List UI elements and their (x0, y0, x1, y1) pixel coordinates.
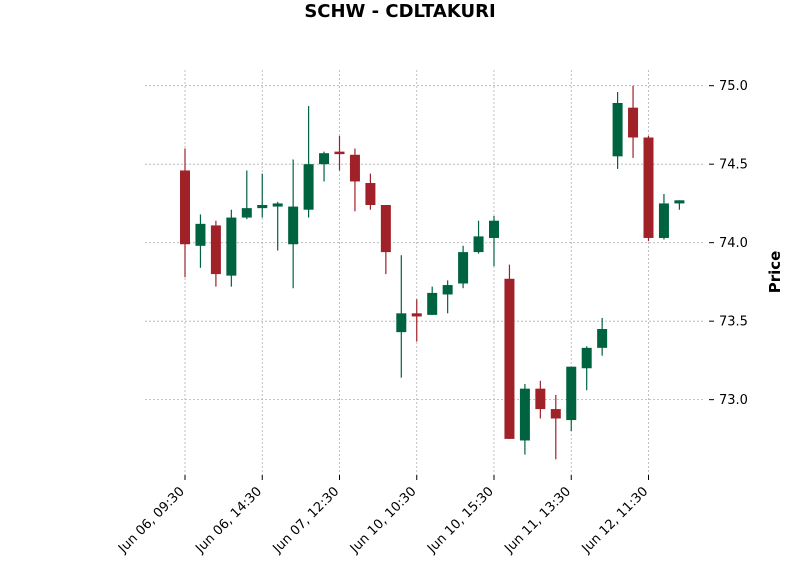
y-axis-label: Price (766, 251, 784, 294)
candle-up (396, 255, 407, 378)
candle-body (442, 285, 453, 295)
candle-up (458, 245, 469, 289)
candle-body (535, 388, 546, 410)
candle-up (303, 106, 314, 218)
candle-up (226, 209, 237, 287)
candle-up (581, 346, 592, 391)
candle-up (674, 200, 685, 210)
x-tick-label: Jun 11, 13:30 (501, 484, 574, 557)
candle-body (597, 329, 608, 348)
candle-body (334, 151, 345, 155)
chart-title: SCHW - CDLTAKURI (304, 1, 495, 22)
candle-body (504, 278, 515, 439)
x-tick-label: Jun 10, 10:30 (347, 484, 420, 557)
x-tick-label: Jun 12, 11:30 (579, 484, 652, 557)
candle-body (210, 225, 221, 275)
candle-down (643, 135, 654, 242)
y-tick-label: 74.0 (719, 236, 748, 251)
candle-up (195, 214, 206, 268)
candle-body (226, 217, 237, 276)
candle-up (427, 286, 438, 315)
candle-body (643, 137, 654, 238)
candle-body (550, 409, 561, 419)
candle-body (581, 347, 592, 369)
candle-up (612, 91, 623, 169)
candle-up (288, 159, 299, 289)
x-tick-label: Jun 10, 15:30 (424, 484, 497, 557)
candle-body (427, 292, 438, 315)
candle-up (489, 215, 499, 267)
candle-body (628, 107, 639, 138)
candle-body (411, 313, 422, 317)
candle-up (442, 280, 453, 314)
x-tick-label: Jun 06, 14:30 (192, 484, 265, 557)
candle-body (380, 205, 391, 253)
x-tick-label: Jun 06, 09:30 (115, 484, 188, 557)
candle-body (489, 220, 499, 238)
candles (180, 85, 685, 460)
candle-body (674, 200, 685, 204)
x-tick-label: Jun 07, 12:30 (270, 484, 343, 557)
candle-body (272, 203, 283, 207)
candle-body (658, 203, 669, 238)
candle-down (334, 135, 345, 171)
candle-down (180, 148, 190, 278)
y-tick-label: 73.5 (719, 315, 748, 330)
candle-down (380, 205, 391, 275)
candle-up (473, 220, 484, 254)
candle-body (612, 102, 623, 157)
candle-body (349, 154, 360, 182)
candle-body (519, 388, 530, 441)
candle-body (365, 183, 376, 205)
candle-body (241, 208, 252, 218)
candle-up (566, 366, 577, 432)
y-tick-label: 73.0 (719, 393, 748, 408)
candle-up (658, 194, 669, 240)
candle-body (195, 223, 206, 246)
candle-up (272, 201, 283, 251)
candle-body (473, 236, 484, 253)
candle-body (288, 206, 299, 245)
candle-down (411, 299, 422, 342)
candle-up (319, 151, 330, 182)
candle-body (319, 153, 330, 165)
candle-up (597, 318, 608, 356)
candle-up (519, 383, 530, 455)
y-tick-label: 74.5 (719, 158, 748, 173)
candle-down (504, 264, 515, 439)
candle-up (241, 170, 252, 220)
y-tick-label: 75.0 (719, 79, 748, 94)
candle-body (257, 205, 268, 209)
candle-body (303, 164, 314, 210)
candle-body (566, 366, 577, 421)
candle-down (550, 394, 561, 460)
candle-down (535, 380, 546, 419)
candle-body (396, 313, 407, 333)
candle-body (458, 252, 469, 284)
candle-up (257, 173, 268, 218)
candle-down (349, 148, 360, 212)
candle-down (628, 85, 639, 158)
candle-body (180, 170, 190, 245)
candle-down (365, 173, 376, 210)
candle-down (210, 220, 221, 287)
